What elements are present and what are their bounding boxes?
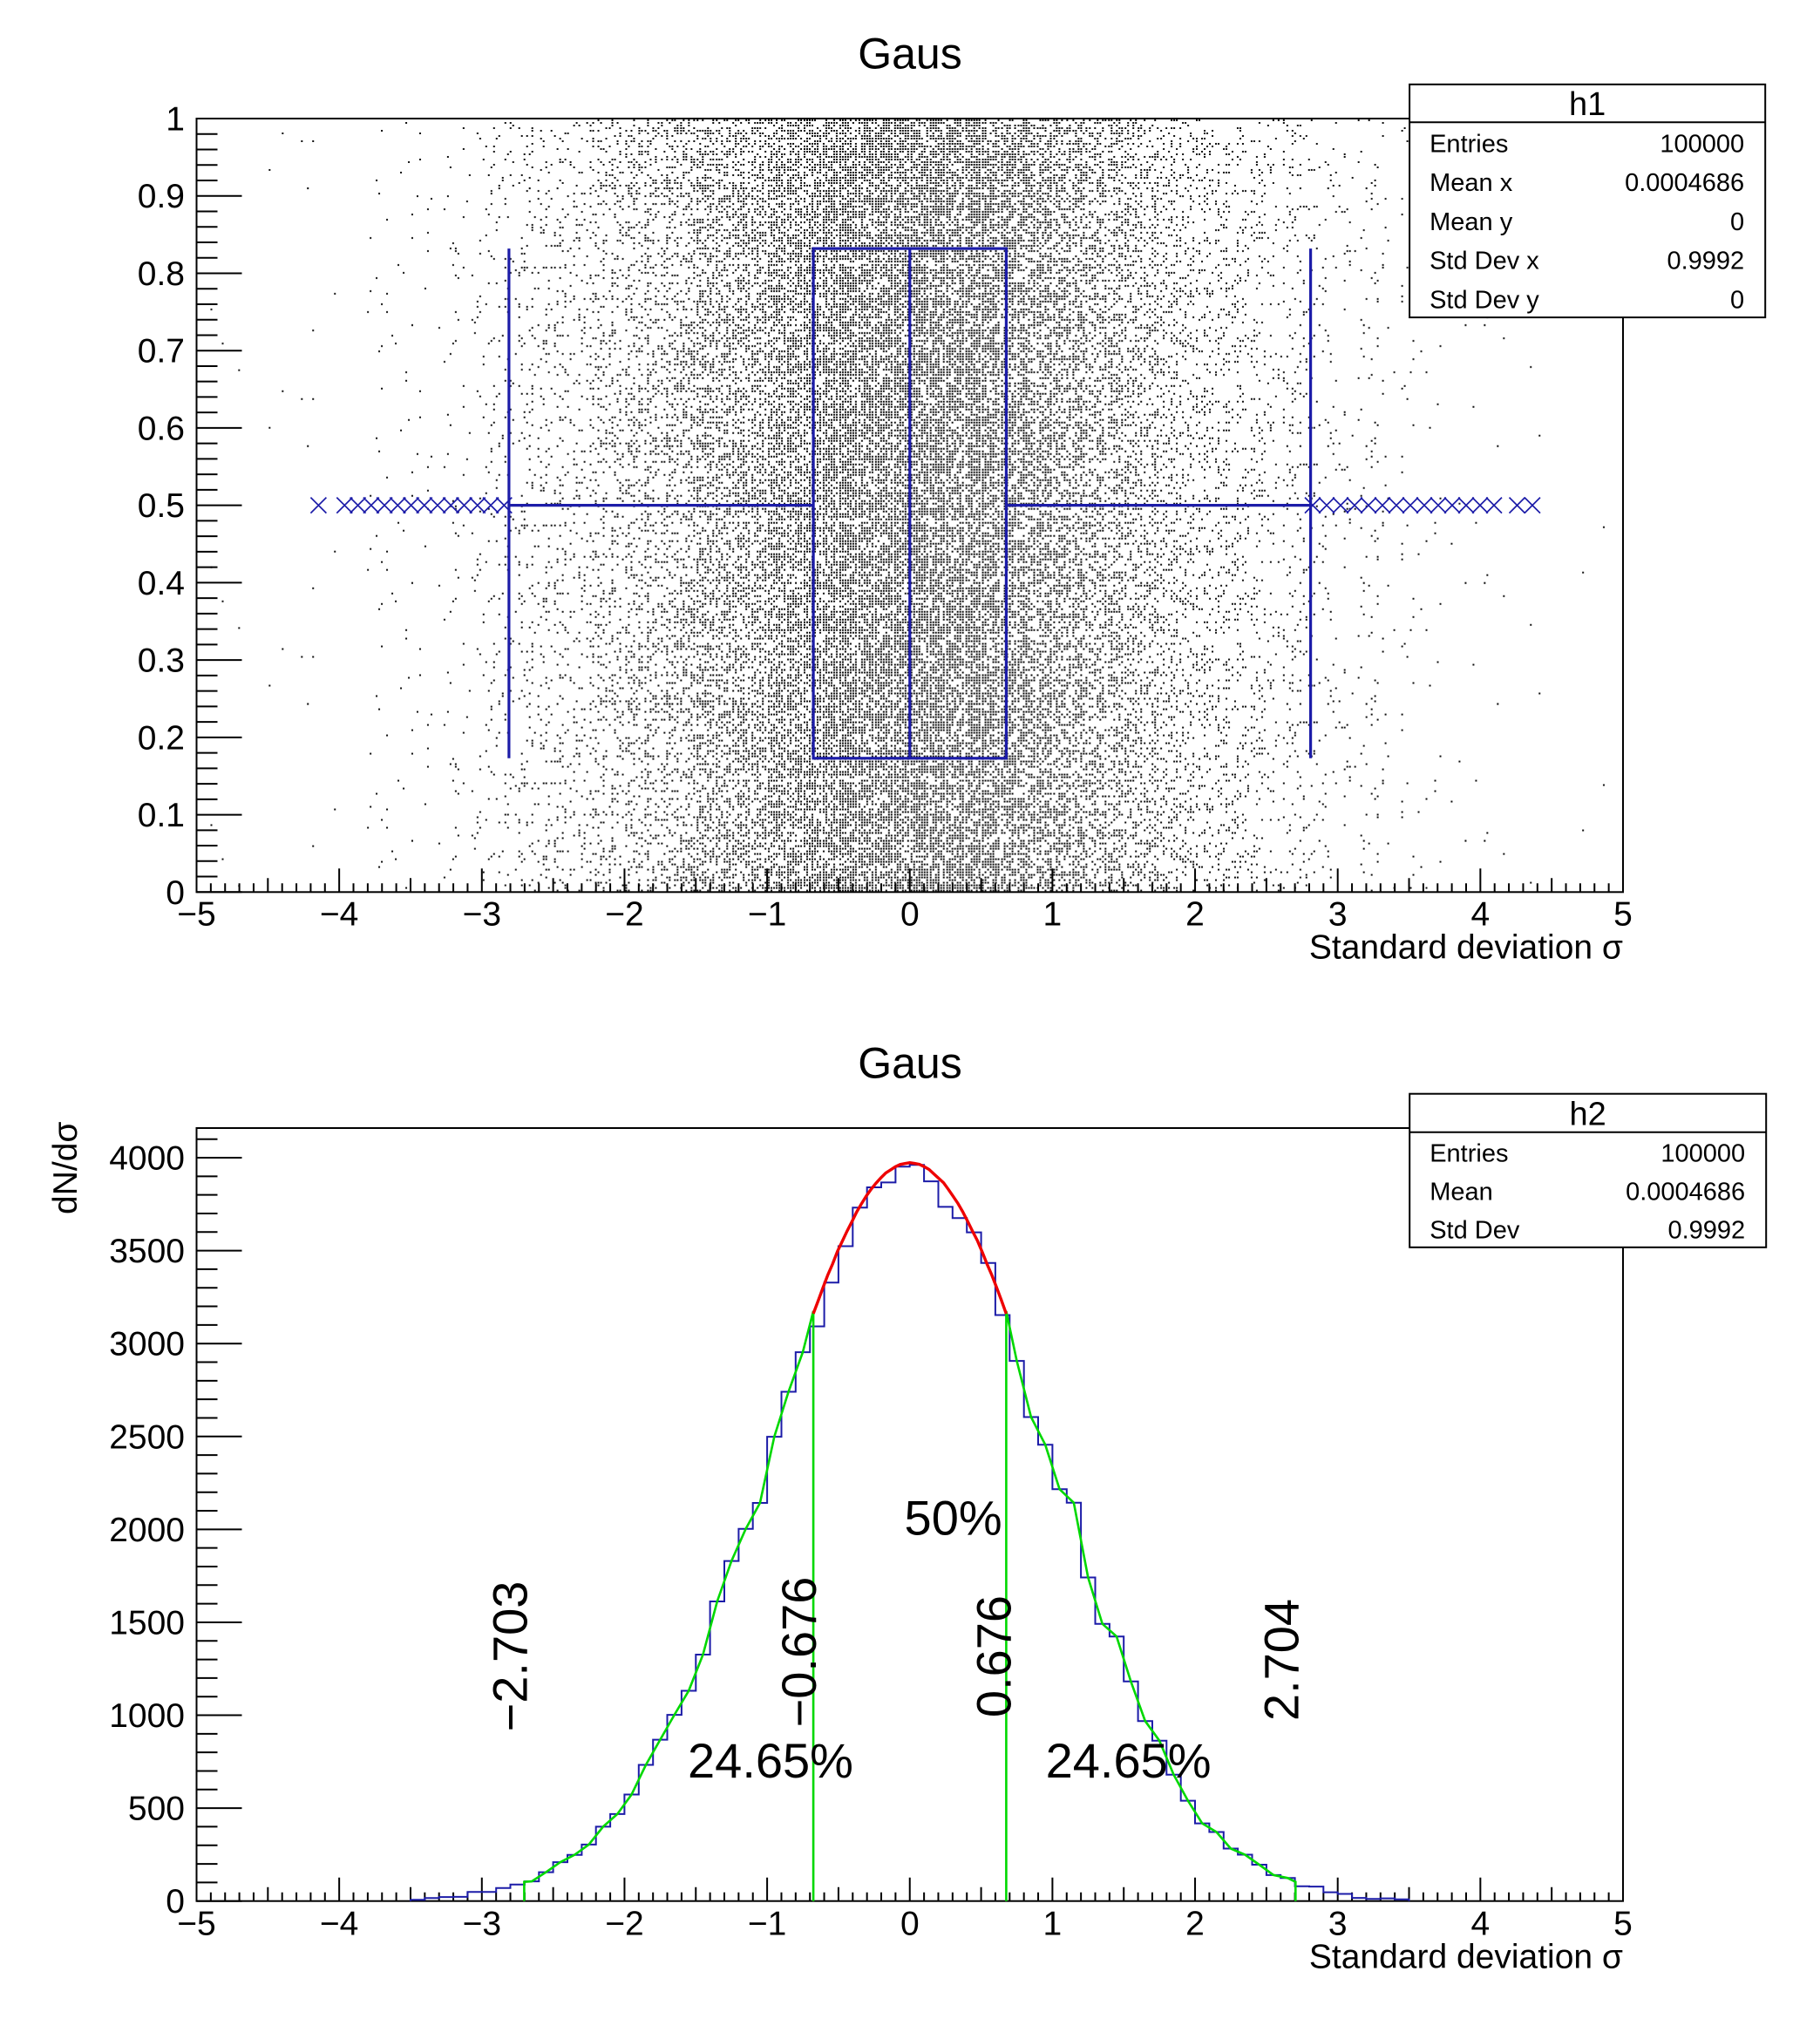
svg-text:5: 5: [1613, 895, 1633, 933]
svg-text:−2: −2: [605, 1905, 643, 1942]
svg-text:0.2: 0.2: [138, 719, 185, 757]
svg-text:0.8: 0.8: [138, 255, 185, 293]
svg-text:0.5: 0.5: [138, 487, 185, 525]
svg-text:−5: −5: [177, 1905, 215, 1942]
svg-text:4000: 4000: [109, 1140, 185, 1178]
svg-text:1: 1: [1043, 1905, 1063, 1942]
svg-text:0.0004686: 0.0004686: [1625, 169, 1744, 197]
svg-text:0.9992: 0.9992: [1667, 1217, 1745, 1245]
svg-text:−4: −4: [320, 1905, 358, 1942]
svg-text:3000: 3000: [109, 1326, 185, 1363]
svg-text:0: 0: [1730, 208, 1744, 236]
svg-text:0: 0: [1730, 286, 1744, 314]
svg-text:0: 0: [166, 874, 185, 912]
svg-text:Mean: Mean: [1430, 1179, 1493, 1207]
svg-text:24.65%: 24.65%: [688, 1733, 853, 1788]
svg-text:0: 0: [166, 1883, 185, 1920]
svg-text:h1: h1: [1569, 86, 1606, 123]
svg-text:0.6: 0.6: [138, 410, 185, 447]
svg-text:100000: 100000: [1660, 130, 1744, 158]
svg-text:1: 1: [166, 101, 185, 139]
svg-text:2500: 2500: [109, 1418, 185, 1456]
svg-text:Std Dev y: Std Dev y: [1430, 286, 1539, 314]
svg-text:−5: −5: [177, 895, 215, 933]
svg-text:2000: 2000: [109, 1512, 185, 1549]
svg-text:50%: 50%: [905, 1491, 1002, 1546]
svg-text:0.9: 0.9: [138, 178, 185, 215]
svg-text:Standard deviation σ: Standard deviation σ: [1309, 1938, 1623, 1975]
svg-text:−1: −1: [748, 895, 786, 933]
svg-text:Gaus: Gaus: [858, 1039, 962, 1088]
svg-text:0.1: 0.1: [138, 797, 185, 834]
svg-text:3: 3: [1328, 1905, 1348, 1942]
svg-text:2.704: 2.704: [1253, 1599, 1308, 1721]
svg-text:−3: −3: [463, 895, 501, 933]
svg-text:1500: 1500: [109, 1604, 185, 1642]
svg-text:dN/dσ: dN/dσ: [47, 1122, 85, 1214]
svg-text:100000: 100000: [1660, 1140, 1745, 1168]
svg-text:3500: 3500: [109, 1233, 185, 1270]
svg-text:3: 3: [1328, 895, 1348, 933]
svg-text:5: 5: [1613, 1905, 1633, 1942]
svg-text:2: 2: [1185, 1905, 1205, 1942]
svg-text:Mean y: Mean y: [1430, 208, 1513, 236]
svg-text:500: 500: [128, 1791, 185, 1828]
svg-text:−2: −2: [605, 895, 643, 933]
svg-text:0.0004686: 0.0004686: [1626, 1179, 1745, 1207]
svg-text:−4: −4: [320, 895, 358, 933]
svg-text:Mean x: Mean x: [1430, 169, 1513, 197]
svg-text:4: 4: [1471, 1905, 1491, 1942]
svg-text:Standard deviation σ: Standard deviation σ: [1309, 928, 1623, 966]
svg-text:1: 1: [1043, 895, 1063, 933]
svg-text:0: 0: [900, 895, 920, 933]
svg-text:24.65%: 24.65%: [1046, 1733, 1212, 1788]
svg-text:0.676: 0.676: [966, 1595, 1021, 1717]
svg-text:0.9992: 0.9992: [1667, 248, 1744, 275]
svg-text:−1: −1: [748, 1905, 786, 1942]
svg-text:2: 2: [1185, 895, 1205, 933]
svg-text:Std Dev x: Std Dev x: [1430, 248, 1539, 275]
svg-text:−3: −3: [463, 1905, 501, 1942]
svg-text:−2.703: −2.703: [482, 1581, 537, 1732]
svg-text:0.4: 0.4: [138, 565, 185, 602]
svg-text:h2: h2: [1570, 1096, 1606, 1132]
svg-text:4: 4: [1471, 895, 1491, 933]
svg-text:Gaus: Gaus: [858, 30, 962, 78]
svg-text:−0.676: −0.676: [771, 1577, 826, 1728]
svg-text:0: 0: [900, 1905, 920, 1942]
svg-text:Entries: Entries: [1430, 130, 1508, 158]
svg-text:0.7: 0.7: [138, 333, 185, 370]
svg-text:Std Dev: Std Dev: [1430, 1217, 1520, 1245]
svg-text:1000: 1000: [109, 1697, 185, 1735]
svg-text:Entries: Entries: [1430, 1140, 1508, 1168]
svg-text:0.3: 0.3: [138, 642, 185, 680]
